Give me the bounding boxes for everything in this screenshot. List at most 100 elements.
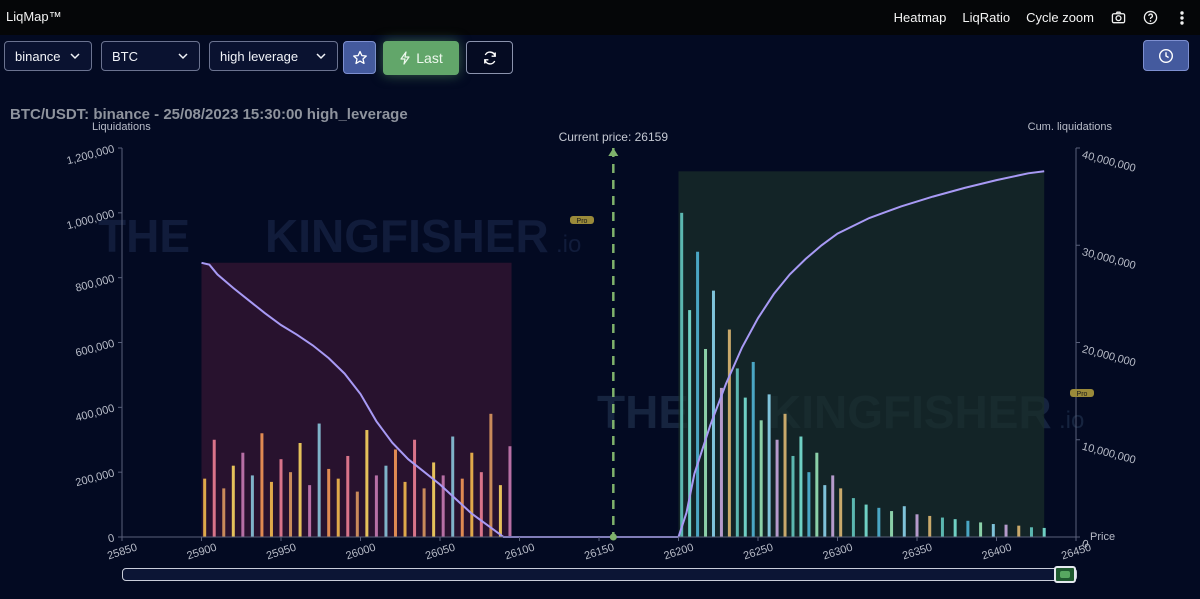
long-liquidation-bar — [489, 413, 493, 537]
short-liquidation-bar — [767, 394, 771, 537]
short-liquidation-bar — [864, 504, 868, 537]
long-liquidation-bar — [432, 462, 436, 537]
long-liquidation-bar — [222, 488, 226, 537]
nav-cycle-zoom[interactable]: Cycle zoom — [1026, 10, 1094, 25]
pro-badge-label: Pro — [1077, 391, 1088, 398]
x-tick-label: 26050 — [424, 542, 457, 563]
short-liquidation-bar — [966, 520, 970, 537]
long-liquidation-bar — [203, 478, 207, 537]
pro-badge-label: Pro — [577, 218, 588, 225]
long-liquidation-bar — [250, 475, 254, 537]
zoom-scrollbar-handle[interactable] — [1054, 566, 1076, 583]
x-tick-label: 26250 — [742, 542, 775, 563]
watermark-the: THE — [597, 386, 689, 438]
exchange-select[interactable]: binance — [4, 41, 92, 71]
x-axis-title: Price — [1090, 531, 1115, 543]
y-axis-right-title: Cum. liquidations — [1028, 121, 1113, 133]
y-axis-left-title: Liquidations — [92, 121, 151, 133]
short-liquidation-bar — [783, 413, 787, 537]
short-liquidation-bar — [799, 436, 803, 537]
long-liquidation-bar — [451, 436, 455, 537]
top-nav: Heatmap LiqRatio Cycle zoom — [894, 0, 1190, 35]
short-liquidation-bar — [815, 452, 819, 537]
short-liquidation-bar — [979, 522, 983, 537]
long-liquidation-bar — [479, 472, 483, 537]
long-liquidation-bar — [460, 478, 464, 537]
lightning-icon — [400, 51, 410, 65]
y-right-tick-label: 30,000,000 — [1081, 246, 1137, 272]
long-liquidation-bar — [508, 446, 512, 537]
short-liquidation-bar — [1029, 527, 1033, 537]
long-liquidation-bar — [336, 478, 340, 537]
chevron-down-icon — [178, 53, 188, 60]
short-liquidation-bar — [1004, 524, 1008, 537]
last-button-label: Last — [416, 50, 443, 66]
help-circle-icon[interactable] — [1142, 10, 1158, 26]
symbol-value: BTC — [112, 48, 138, 64]
more-vertical-icon[interactable] — [1174, 10, 1190, 26]
short-liquidation-bar — [902, 506, 906, 537]
zoom-scrollbar[interactable] — [122, 568, 1077, 581]
long-liquidation-bar — [241, 452, 245, 537]
y-left-tick-label: 800,000 — [74, 273, 116, 295]
long-liquidation-bar — [384, 465, 388, 537]
long-cumulative-line — [201, 261, 679, 538]
nav-heatmap[interactable]: Heatmap — [893, 10, 947, 25]
app-title: LiqMap™ — [6, 9, 62, 24]
camera-icon[interactable] — [1110, 10, 1126, 26]
short-liquidation-bar — [688, 310, 692, 537]
y-left-tick-label: 600,000 — [74, 338, 116, 360]
y-left-tick-label: 1,200,000 — [65, 143, 115, 167]
leverage-select[interactable]: high leverage — [209, 41, 338, 71]
long-liquidation-bar — [374, 475, 378, 537]
current-price-label: Current price: 26159 — [559, 130, 669, 144]
long-liquidation-bar — [470, 452, 474, 537]
symbol-select[interactable]: BTC — [101, 41, 200, 71]
x-tick-label: 26200 — [662, 542, 695, 563]
short-liquidation-bar — [696, 251, 700, 537]
y-right-tick-label: 40,000,000 — [1081, 149, 1137, 175]
long-liquidation-bar — [355, 491, 359, 537]
long-liquidation-bar — [365, 430, 369, 537]
favorite-button[interactable] — [343, 41, 376, 74]
short-liquidation-area — [678, 171, 1045, 537]
long-liquidation-bar — [393, 449, 397, 537]
short-liquidation-bar — [751, 361, 755, 537]
short-liquidation-bar — [680, 212, 684, 538]
refresh-icon — [483, 50, 496, 65]
long-liquidation-bar — [231, 465, 235, 537]
long-liquidation-bar — [269, 481, 273, 537]
short-liquidation-bar — [711, 290, 715, 537]
chart-title: BTC/USDT: binance - 25/08/2023 15:30:00 … — [10, 106, 408, 123]
long-liquidation-bar — [346, 455, 350, 537]
x-tick-label: 26300 — [821, 542, 854, 563]
long-liquidation-bar — [260, 433, 264, 537]
leverage-value: high leverage — [220, 48, 299, 64]
y-right-tick-label: 0 — [1081, 538, 1090, 551]
watermark-the: THE — [98, 210, 190, 262]
short-liquidation-bar — [823, 485, 827, 537]
short-liquidation-bar — [940, 517, 944, 537]
short-liquidation-bar — [719, 387, 723, 537]
chevron-down-icon — [316, 53, 326, 60]
last-button[interactable]: Last — [383, 41, 459, 75]
short-liquidation-bar — [735, 368, 739, 537]
long-liquidation-bar — [289, 472, 293, 537]
long-liquidation-bar — [298, 442, 302, 537]
clock-icon — [1158, 48, 1174, 63]
watermark-name: KINGFISHER — [265, 210, 549, 262]
short-liquidation-bar — [991, 524, 995, 537]
pro-badge: Pro — [1070, 389, 1094, 398]
long-liquidation-bar — [498, 485, 502, 537]
nav-liqratio[interactable]: LiqRatio — [962, 10, 1011, 25]
long-liquidation-bar — [327, 468, 331, 537]
y-left-tick-label: 400,000 — [74, 403, 116, 425]
x-tick-label: 25900 — [185, 542, 218, 563]
watermark-io: .io — [1059, 407, 1084, 434]
long-liquidation-bar — [308, 485, 312, 537]
short-liquidation-bar — [759, 420, 763, 537]
history-button[interactable] — [1143, 40, 1189, 71]
refresh-button[interactable] — [466, 41, 513, 74]
x-tick-label: 26150 — [583, 542, 616, 563]
